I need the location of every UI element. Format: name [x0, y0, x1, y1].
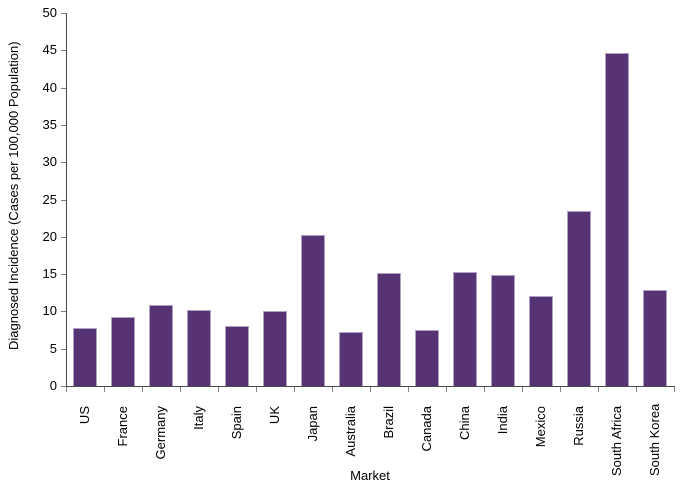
category-label-australia: Australia [343, 406, 358, 457]
y-tick-label: 20 [42, 228, 57, 244]
x-tick-mark [294, 387, 295, 392]
category-label-brazil: Brazil [381, 406, 396, 439]
y-tick-mark [61, 124, 66, 126]
x-tick-mark [598, 387, 599, 392]
category-label-japan: Japan [305, 406, 320, 442]
x-tick-mark [522, 387, 523, 392]
x-tick-mark [636, 387, 637, 392]
bar-china [453, 271, 477, 386]
x-tick-mark [104, 387, 105, 392]
x-tick-mark [484, 387, 485, 392]
x-tick-mark [180, 387, 181, 392]
y-axis-line [66, 13, 67, 387]
y-tick-mark [61, 348, 66, 350]
y-tick-label: 25 [42, 191, 57, 207]
y-tick-label: 0 [49, 378, 57, 393]
y-tick-mark [61, 236, 66, 238]
y-tick-label: 35 [42, 116, 57, 132]
bar-mexico [529, 296, 553, 386]
y-tick-mark [61, 386, 66, 387]
y-tick-mark [61, 311, 66, 313]
y-tick-mark [61, 274, 66, 276]
y-tick-label: 30 [42, 154, 57, 170]
x-tick-mark [408, 387, 409, 392]
y-tick-mark [61, 162, 66, 164]
bar-south-africa [605, 52, 629, 386]
category-label-italy: Italy [191, 406, 206, 430]
bar-uk [263, 310, 287, 386]
category-label-us: US [77, 406, 92, 425]
y-tick-label: 10 [42, 303, 57, 319]
bar-france [111, 317, 135, 386]
y-tick-label: 50 [42, 5, 57, 20]
x-axis-line [66, 386, 675, 387]
y-tick-mark [61, 50, 66, 52]
x-axis-title: Market [350, 468, 390, 483]
category-label-uk: UK [267, 406, 282, 425]
y-tick-mark [61, 13, 66, 14]
y-tick-mark [61, 87, 66, 89]
bar-brazil [377, 273, 401, 386]
x-tick-mark [66, 387, 67, 392]
x-tick-mark [332, 387, 333, 392]
y-tick-mark [61, 199, 66, 201]
x-tick-mark [560, 387, 561, 392]
bar-india [491, 274, 515, 386]
category-label-russia: Russia [571, 406, 586, 446]
bar-spain [225, 325, 249, 386]
bar-canada [415, 330, 439, 386]
category-label-spain: Spain [229, 406, 244, 440]
bar-italy [187, 309, 211, 386]
y-tick-label: 45 [42, 42, 57, 58]
bar-australia [339, 331, 363, 386]
y-tick-label: 5 [49, 340, 57, 356]
category-label-india: India [495, 406, 510, 435]
y-axis-title: Diagnosed Incidence (Cases per 100,000 P… [6, 41, 21, 350]
x-tick-mark [256, 387, 257, 392]
category-label-germany: Germany [153, 406, 168, 460]
y-tick-label: 15 [42, 266, 57, 282]
category-label-france: France [115, 406, 130, 447]
x-tick-mark [218, 387, 219, 392]
bar-japan [301, 234, 325, 386]
bar-russia [567, 210, 591, 386]
category-label-south-africa: South Africa [609, 405, 624, 476]
y-tick-label: 40 [42, 79, 57, 95]
x-tick-mark [674, 387, 675, 392]
category-label-china: China [457, 406, 472, 440]
x-tick-mark [142, 387, 143, 392]
bar-south-korea [643, 289, 667, 386]
category-label-mexico: Mexico [533, 406, 548, 448]
category-label-south-korea: South Korea [647, 403, 662, 476]
x-tick-mark [446, 387, 447, 392]
bar-us [73, 327, 97, 386]
x-tick-mark [370, 387, 371, 392]
category-label-canada: Canada [419, 406, 434, 452]
bar-germany [149, 304, 173, 386]
